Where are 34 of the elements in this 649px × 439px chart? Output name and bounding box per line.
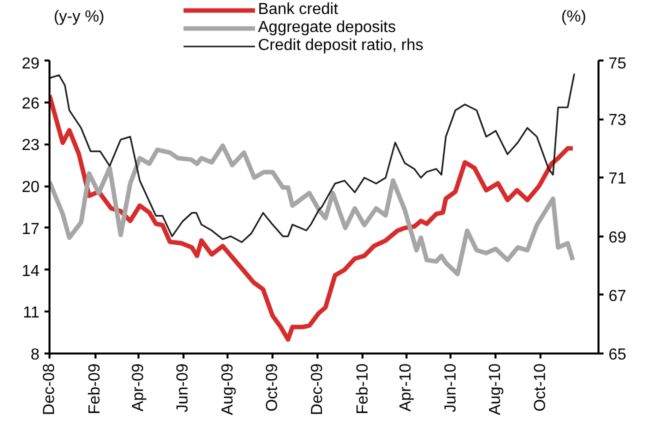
x-tick-label: Dec-08 — [41, 363, 58, 416]
line-series — [50, 93, 576, 342]
y2-tick-label: 69 — [608, 229, 626, 246]
y2-tick-label: 75 — [608, 56, 626, 72]
x-tick-label: Jun-09 — [174, 363, 192, 412]
y2-tick-label: 71 — [608, 170, 626, 188]
legend-label: Aggregate deposits — [258, 19, 396, 37]
y-tick-label: 20 — [22, 179, 40, 196]
line-series — [50, 72, 576, 243]
y-tick-label: 11 — [22, 304, 40, 322]
y-tick-label: 23 — [22, 137, 40, 154]
x-tick-label: Oct-10 — [532, 363, 550, 412]
x-tick-label: Apr-10 — [398, 363, 415, 412]
y-tick-label: 17 — [22, 220, 40, 238]
x-tick-label: Dec-09 — [308, 363, 326, 416]
legend-label: Bank credit — [258, 1, 338, 19]
line-series — [50, 143, 576, 276]
y-axis-title: (y-y %) — [54, 8, 104, 26]
x-tick-label: Feb-10 — [354, 363, 372, 414]
x-tick-label: Apr-09 — [130, 363, 147, 412]
y-tick-label: 29 — [22, 56, 40, 72]
y2-tick-label: 67 — [608, 288, 626, 305]
x-tick-label: Aug-09 — [219, 363, 236, 416]
x-tick-label: Aug-10 — [487, 363, 504, 416]
y-tick-label: 26 — [22, 95, 40, 112]
x-tick-label: Feb-09 — [86, 363, 104, 414]
y2-tick-label: 65 — [608, 346, 626, 364]
legend-label: Credit deposit ratio, rhs — [258, 37, 424, 55]
x-tick-label: Jun-10 — [442, 363, 460, 412]
y2-tick-label: 73 — [608, 112, 626, 130]
x-tick-label: Oct-09 — [264, 363, 282, 412]
y2-axis-title: (%) — [561, 8, 586, 26]
y-tick-label: 14 — [22, 262, 40, 280]
y-tick-label: 8 — [30, 346, 40, 364]
